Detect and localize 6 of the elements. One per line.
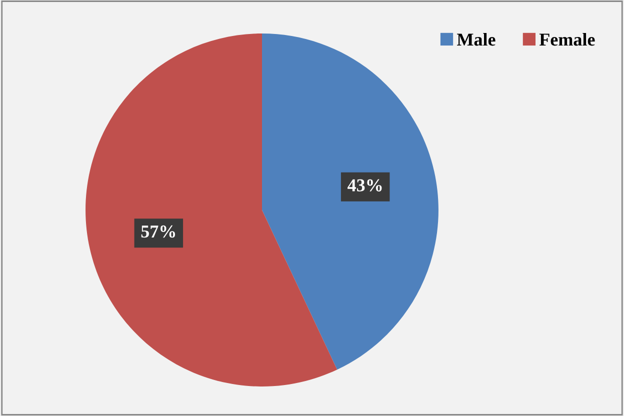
legend-label: Female	[539, 33, 595, 46]
pie-slice	[86, 34, 338, 386]
data-label: 57%	[141, 225, 176, 238]
legend-label: Male	[457, 33, 496, 46]
pie-slice	[262, 34, 438, 370]
data-label: 43%	[348, 179, 382, 192]
